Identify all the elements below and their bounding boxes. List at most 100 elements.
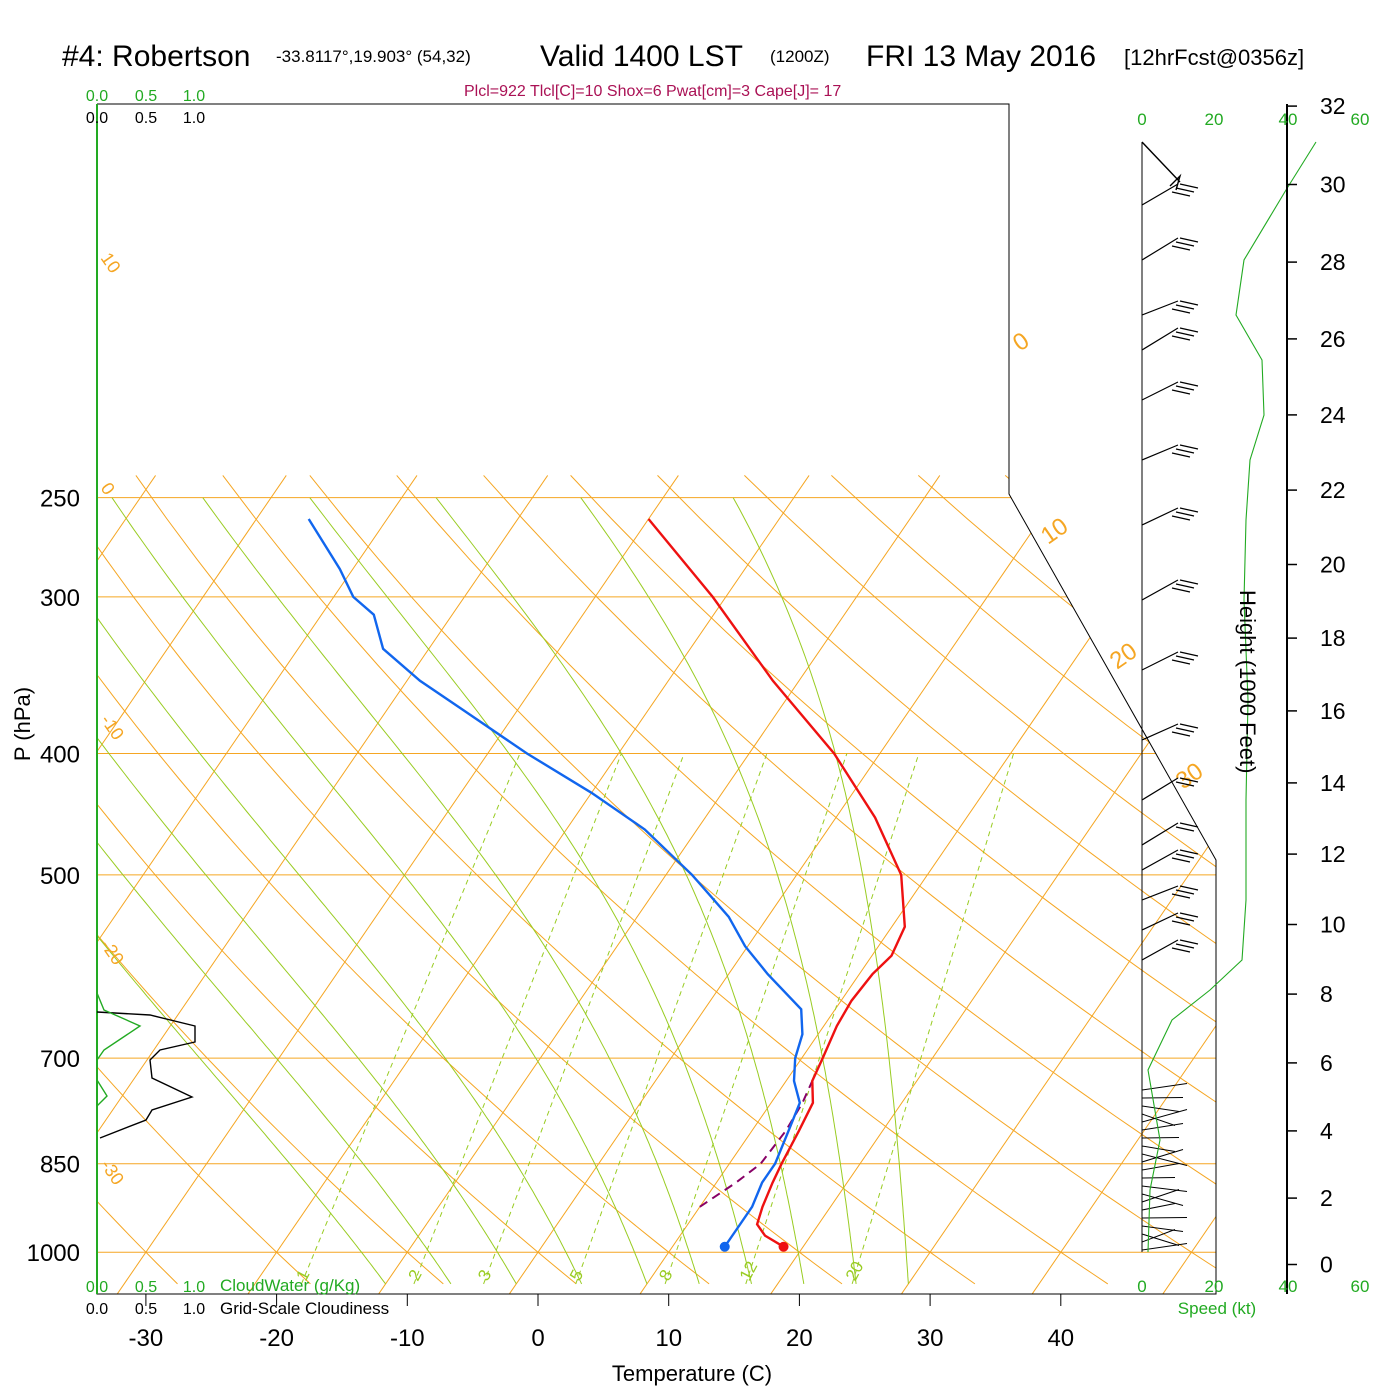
dry-adiabat-line [97,475,710,1285]
mixing-ratio-label: 3 [474,1267,495,1284]
isotherm-line [247,475,810,1294]
wind-barb [1141,1097,1184,1099]
wind-barb [1141,1137,1180,1139]
mixing-ratio-line [575,753,768,1285]
isotherm-label: -30 [97,1156,128,1189]
forecast-info: [12hrFcst@0356z] [1124,45,1305,70]
dry-adiabat-line [135,475,976,1285]
temperature-tick-label: -10 [390,1325,425,1352]
cloudiness-scale-label: 0.5 [135,1301,157,1318]
height-tick-label: 16 [1320,698,1346,724]
pressure-tick-label: 700 [40,1046,80,1073]
cloudwater-scale-label: 0.5 [135,88,157,105]
speed-axis-title: Speed (kt) [1178,1299,1256,1318]
mixing-ratio-line [301,753,521,1285]
wind-barb [1141,1083,1188,1091]
cloudiness-profile [96,1011,196,1139]
isotherm-line [508,475,1071,1294]
cloudwater-axis-title: CloudWater (g/Kg) [220,1276,360,1295]
wind-barb [1141,1113,1176,1126]
speed-scale-label: 20 [1205,1277,1224,1296]
valid-time: Valid 1400 LST [540,40,743,73]
parcel-trace [699,1080,814,1208]
speed-scale-label: 0 [1137,110,1146,129]
isotherm-line [1031,475,1216,1294]
dry-adiabat-line [222,475,1109,1285]
temperature-trace [647,518,907,1248]
height-tick-label: 2 [1320,1185,1333,1211]
height-tick-label: 28 [1320,249,1346,275]
isotherm-label: -10 [97,711,128,744]
wind-barb [1141,1163,1180,1171]
wind-barb [1141,1109,1188,1123]
temperature-tick-label: -30 [129,1325,164,1352]
height-tick-label: 18 [1320,625,1346,651]
utc-time: (1200Z) [770,47,830,66]
surface-temperature-point [778,1241,789,1252]
mixing-ratio-line [413,753,622,1285]
pressure-tick-label: 500 [40,863,80,890]
wind-barb [1141,822,1199,846]
dry-adiabat-line [744,475,1216,1285]
wind-barb [1141,507,1199,526]
moist-adiabat-line [111,497,648,1285]
height-tick-label: 32 [1320,93,1346,119]
wind-barb [1141,444,1199,461]
isotherm-label: 20 [1105,637,1142,674]
moist-adiabat-line [435,497,805,1284]
sounding-indices: Plcl=922 Tlcl[C]=10 Shox=6 Pwat[cm]=3 Ca… [464,83,842,100]
speed-scale-label: 60 [1351,1277,1370,1296]
speed-scale-label: 0 [1137,1277,1146,1296]
height-tick-label: 8 [1320,981,1333,1007]
wind-barb [1141,1243,1188,1251]
surface-dewpoint-point [719,1241,730,1252]
isotherm-label: 0 [97,479,119,499]
cloudiness-scale-label: 1.0 [183,1301,205,1318]
dry-adiabat-line [97,475,843,1285]
wind-barb [1141,651,1199,671]
height-tick-label: 30 [1320,172,1346,198]
wind-barb [1141,1193,1184,1206]
temperature-tick-label: 0 [531,1325,544,1352]
isotherm-label: 10 [97,249,125,277]
cloudiness-scale-label: 0.0 [86,1301,108,1318]
pressure-tick-label: 1000 [27,1240,80,1267]
dry-adiabat-line [97,475,311,1285]
wind-barb [1141,381,1199,401]
cloudiness-axis-title: Grid-Scale Cloudiness [220,1299,389,1318]
mixing-ratio-label: 12 [736,1258,762,1284]
wind-barb [1141,579,1199,601]
station-title: #4: Robertson [62,40,251,73]
mixing-ratio-line [664,753,848,1285]
wind-barb [1141,939,1199,961]
height-tick-label: 26 [1320,326,1346,352]
temperature-tick-label: 40 [1047,1325,1074,1352]
speed-scale-label: 40 [1279,110,1298,129]
height-axis-title: Height (1000 Feet) [1235,590,1260,773]
height-tick-label: 14 [1320,770,1346,796]
wind-barb [1141,1229,1176,1243]
height-tick-label: 24 [1320,402,1346,428]
moist-adiabat-line [97,664,386,1285]
dry-adiabat-line [1353,475,1400,1284]
cloudwater-scale-label: 1.0 [183,1279,205,1296]
moist-adiabat-line [202,497,700,1285]
moist-adiabat-line [309,497,752,1285]
dry-adiabat-line [483,475,1216,1285]
dry-adiabat-line [570,475,1216,1285]
dry-adiabat-line [97,475,444,1285]
temperature-tick-label: 30 [917,1325,944,1352]
cloudwater-scale-label: 0.0 [86,88,108,105]
pressure-tick-label: 250 [40,486,80,513]
cloudwater-profile [96,992,142,1061]
moist-adiabat-line [580,497,857,1284]
isotherm-line [378,475,941,1294]
height-tick-label: 20 [1320,552,1346,578]
temperature-tick-label: -20 [259,1325,294,1352]
cloudiness-scale-label: 0.0 [86,110,108,127]
cloudwater-profile [96,1079,108,1107]
dry-adiabat-line [657,475,1216,1285]
cloudwater-scale-label: 0.5 [135,1279,157,1296]
dry-adiabat-line [97,475,178,1285]
